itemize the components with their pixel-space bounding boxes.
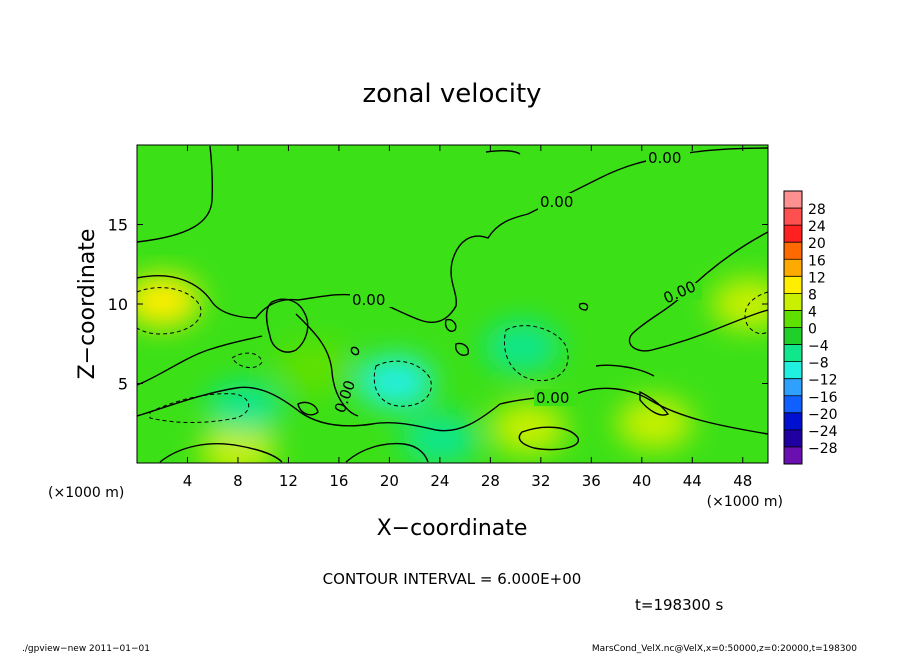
colorbar-label: −8	[808, 356, 829, 372]
colorbar-swatch	[784, 361, 802, 380]
contour-interval-text: CONTOUR INTERVAL = 6.000E+00	[323, 570, 582, 588]
colorbar-swatch	[784, 259, 802, 277]
colorbar-swatch	[784, 191, 802, 209]
contour-label: 0.00	[536, 389, 569, 407]
x-tick-label: 12	[279, 472, 298, 490]
colorbar-label: 28	[808, 202, 826, 218]
y-tick-label: 5	[118, 375, 128, 394]
x-tick-label: 16	[329, 472, 348, 490]
colorbar-swatch	[784, 293, 802, 311]
colorbar-label: −28	[808, 441, 838, 457]
x-tick-label: 36	[582, 472, 601, 490]
colorbar-label: 4	[808, 304, 817, 320]
colorbar-label: −24	[808, 424, 838, 440]
field-feature	[490, 402, 567, 455]
x-axis-label: X−coordinate	[377, 516, 528, 541]
y-axis-label: Z−coordinate	[75, 229, 100, 380]
chart-title: zonal velocity	[362, 79, 541, 109]
colorbar-swatch	[784, 429, 802, 448]
x-tick-label: 20	[380, 472, 399, 490]
field-feature	[357, 355, 434, 408]
x-tick-label: 32	[531, 472, 550, 490]
field-feature	[206, 381, 283, 434]
x-tick-label: 40	[632, 472, 651, 490]
contour-lines-dashed	[137, 287, 768, 423]
contour-label: 0.00	[352, 291, 385, 309]
colorbar-label: −16	[808, 390, 838, 406]
colorbar-swatch	[784, 446, 802, 465]
contour-labels: 0.00 0.00 0.00 0.00 0.00 0.00	[331, 149, 702, 415]
x-axis-ticks: 4 8 12 16 20 24 28 32 36 40 44 48	[183, 145, 752, 490]
colorbar-label: 0	[808, 322, 817, 338]
colorbar-swatch	[784, 344, 802, 363]
x-tick-label: 48	[733, 472, 752, 490]
x-tick-label: 28	[481, 472, 500, 490]
colorbar-swatch	[784, 242, 802, 260]
field-feature	[483, 320, 560, 373]
x-tick-label: 4	[183, 472, 193, 490]
x-tick-label: 44	[683, 472, 702, 490]
colorbar-swatch	[784, 395, 802, 414]
colorbar-swatch	[784, 276, 802, 294]
y-tick-label: 15	[108, 216, 128, 235]
y-tick-label: 10	[108, 295, 128, 314]
colorbar-label: 24	[808, 219, 826, 235]
footer-right: MarsCond_VelX.nc@VelX,x=0:50000,z=0:2000…	[592, 644, 857, 654]
contour-label: 0.00	[540, 193, 573, 211]
colorbar-label: 8	[808, 287, 817, 303]
colorbar-label: −20	[808, 407, 838, 423]
field-feature	[616, 397, 693, 450]
colorbar-label: −12	[808, 373, 838, 389]
time-label: t=198300 s	[635, 596, 723, 614]
y-axis-ticks: 5 10 15	[108, 216, 768, 394]
colorbar-swatch	[784, 225, 802, 243]
colorbar-swatch	[784, 208, 802, 226]
colorbar-label: 12	[808, 270, 826, 286]
field-feature	[711, 278, 768, 330]
x-axis-unit: (×1000 m)	[707, 494, 783, 510]
colorbar-label: 16	[808, 253, 826, 269]
plot-area: 0.00 0.00 0.00 0.00 0.00 0.00 4 8 12 16 20 24…	[108, 144, 769, 490]
colorbar-label: 20	[808, 236, 826, 252]
footer-left: ./gpview−new 2011−01−01	[22, 644, 150, 654]
colorbar-label: −4	[808, 339, 829, 355]
x-tick-label: 8	[233, 472, 243, 490]
y-axis-unit: (×1000 m)	[48, 485, 124, 501]
field-feature	[199, 424, 276, 463]
colorbar-swatch	[784, 327, 802, 346]
colorbar-swatch	[784, 378, 802, 397]
colorbar-swatch	[784, 310, 802, 328]
x-tick-label: 24	[430, 472, 449, 490]
contour-lines	[137, 145, 768, 463]
contour-label: 0.00	[648, 149, 681, 167]
colorbar-swatch	[784, 412, 802, 431]
